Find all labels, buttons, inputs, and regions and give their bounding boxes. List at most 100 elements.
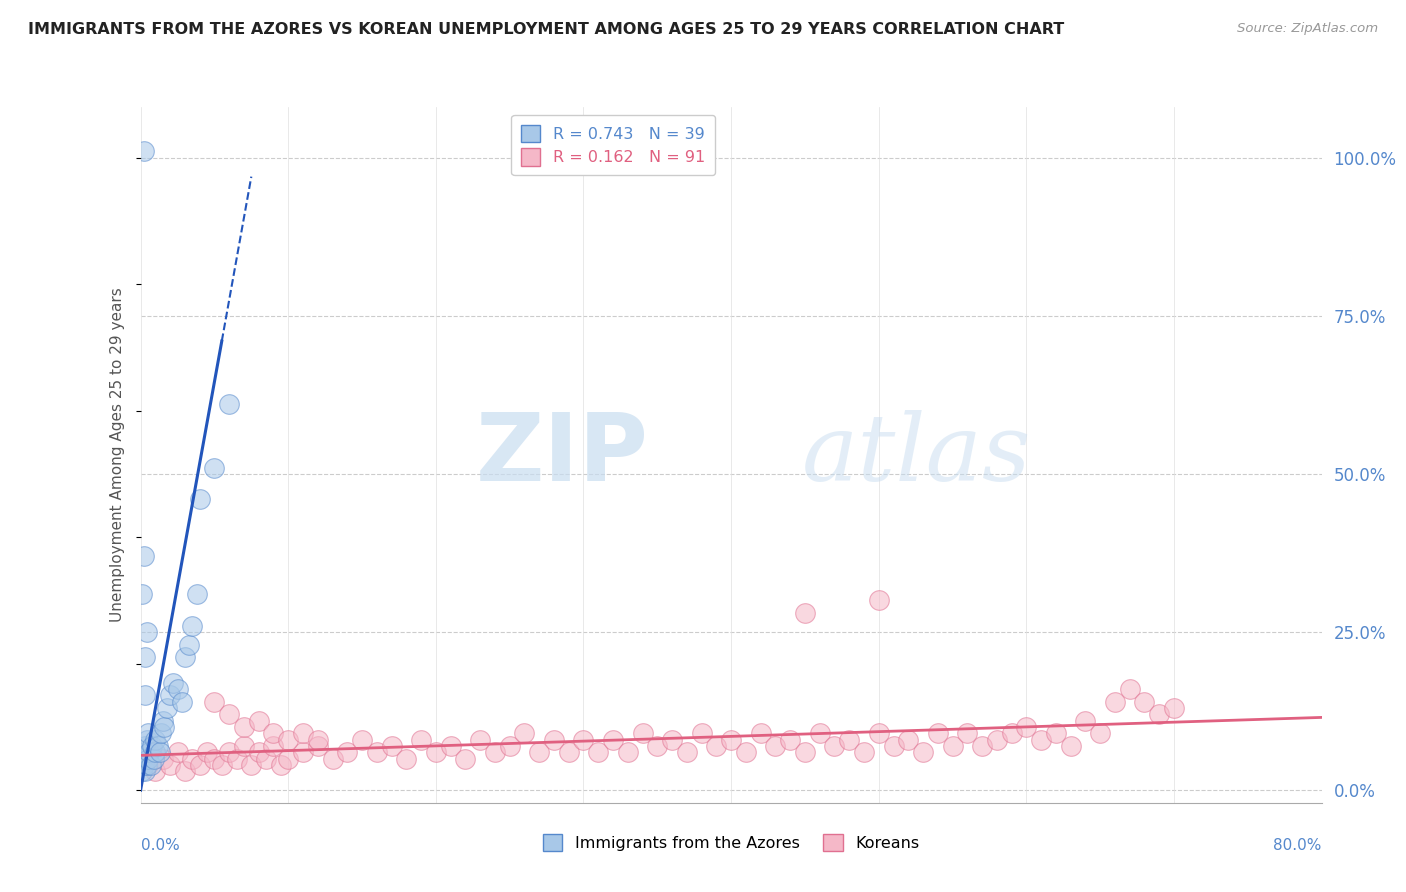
Point bbox=[174, 650, 197, 665]
Point bbox=[141, 739, 163, 753]
Point bbox=[513, 726, 536, 740]
Legend: Immigrants from the Azores, Koreans: Immigrants from the Azores, Koreans bbox=[536, 827, 927, 857]
Point bbox=[734, 745, 756, 759]
Point bbox=[779, 732, 801, 747]
Point bbox=[135, 732, 157, 747]
Point bbox=[838, 732, 860, 747]
Point bbox=[139, 757, 162, 772]
Point bbox=[136, 757, 159, 772]
Point bbox=[454, 751, 477, 765]
Point bbox=[181, 751, 204, 765]
Point bbox=[616, 745, 638, 759]
Text: ZIP: ZIP bbox=[475, 409, 648, 501]
Point bbox=[690, 726, 713, 740]
Point bbox=[824, 739, 846, 753]
Point bbox=[277, 751, 299, 765]
Point bbox=[131, 751, 153, 765]
Point bbox=[1133, 695, 1156, 709]
Point bbox=[321, 751, 344, 765]
Point bbox=[145, 764, 166, 779]
Point bbox=[247, 745, 270, 759]
Point bbox=[1104, 695, 1126, 709]
Point bbox=[868, 593, 890, 607]
Point bbox=[135, 625, 157, 640]
Point bbox=[188, 492, 211, 507]
Point bbox=[720, 732, 742, 747]
Point bbox=[631, 726, 654, 740]
Point bbox=[132, 549, 155, 563]
Text: 80.0%: 80.0% bbox=[1274, 838, 1322, 853]
Point bbox=[131, 587, 153, 601]
Point bbox=[188, 757, 211, 772]
Point bbox=[218, 745, 240, 759]
Point bbox=[927, 726, 949, 740]
Point bbox=[218, 397, 240, 411]
Point bbox=[152, 714, 174, 728]
Point bbox=[132, 745, 155, 759]
Point bbox=[150, 726, 173, 740]
Y-axis label: Unemployment Among Ages 25 to 29 years: Unemployment Among Ages 25 to 29 years bbox=[110, 287, 125, 623]
Point bbox=[602, 732, 624, 747]
Point bbox=[897, 732, 920, 747]
Point bbox=[159, 757, 181, 772]
Point bbox=[159, 688, 181, 702]
Point bbox=[247, 714, 270, 728]
Point bbox=[262, 726, 284, 740]
Point bbox=[149, 745, 172, 759]
Point bbox=[1015, 720, 1038, 734]
Point bbox=[366, 745, 388, 759]
Point bbox=[1163, 701, 1185, 715]
Point bbox=[543, 732, 565, 747]
Point bbox=[676, 745, 699, 759]
Point bbox=[557, 745, 581, 759]
Point bbox=[170, 695, 193, 709]
Point bbox=[186, 587, 208, 601]
Point bbox=[134, 739, 156, 753]
Point bbox=[484, 745, 506, 759]
Point bbox=[868, 726, 890, 740]
Point bbox=[411, 732, 433, 747]
Point bbox=[166, 681, 188, 696]
Point bbox=[942, 739, 965, 753]
Text: 0.0%: 0.0% bbox=[141, 838, 180, 853]
Point bbox=[195, 745, 218, 759]
Point bbox=[1088, 726, 1111, 740]
Point bbox=[156, 701, 179, 715]
Point bbox=[174, 764, 197, 779]
Point bbox=[162, 675, 184, 690]
Point bbox=[142, 751, 165, 765]
Point bbox=[1074, 714, 1097, 728]
Point bbox=[292, 745, 315, 759]
Point bbox=[166, 745, 188, 759]
Point bbox=[336, 745, 359, 759]
Point bbox=[145, 732, 166, 747]
Point bbox=[794, 745, 817, 759]
Point bbox=[135, 757, 157, 772]
Point bbox=[1060, 739, 1083, 753]
Point bbox=[134, 764, 156, 779]
Point bbox=[136, 726, 159, 740]
Point bbox=[498, 739, 520, 753]
Point bbox=[240, 757, 263, 772]
Point bbox=[211, 757, 233, 772]
Point bbox=[1045, 726, 1067, 740]
Point bbox=[970, 739, 993, 753]
Point bbox=[131, 764, 153, 779]
Point bbox=[794, 606, 817, 620]
Point bbox=[470, 732, 492, 747]
Point bbox=[136, 751, 159, 765]
Point bbox=[1119, 681, 1142, 696]
Point bbox=[439, 739, 461, 753]
Point bbox=[270, 757, 292, 772]
Point bbox=[134, 688, 156, 702]
Text: atlas: atlas bbox=[801, 410, 1032, 500]
Point bbox=[292, 726, 315, 740]
Point bbox=[134, 650, 156, 665]
Point bbox=[749, 726, 772, 740]
Point bbox=[883, 739, 905, 753]
Point bbox=[233, 720, 256, 734]
Point bbox=[1147, 707, 1170, 722]
Point bbox=[588, 745, 610, 759]
Point bbox=[425, 745, 447, 759]
Point bbox=[352, 732, 374, 747]
